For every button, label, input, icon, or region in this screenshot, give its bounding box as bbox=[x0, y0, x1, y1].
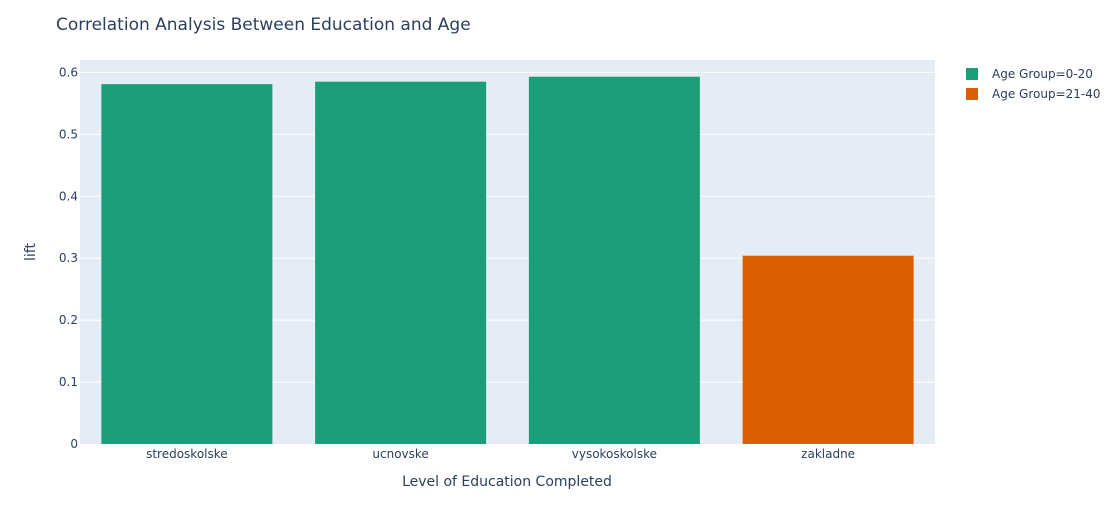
y-axis-title: lift bbox=[23, 243, 39, 261]
y-tick-label: 0.5 bbox=[59, 127, 78, 141]
y-tick-label: 0.3 bbox=[59, 251, 78, 265]
legend-entry[interactable]: Age Group=0-20 bbox=[992, 67, 1093, 81]
y-tick-label: 0.6 bbox=[59, 65, 78, 79]
x-tick-label: ucnovske bbox=[372, 447, 428, 461]
y-tick-label: 0.2 bbox=[59, 313, 78, 327]
legend-swatch[interactable] bbox=[966, 68, 978, 80]
bar-vysokoskolske[interactable] bbox=[528, 76, 700, 444]
x-axis-ticks: stredoskolske ucnovske vysokoskolske zaklad… bbox=[146, 447, 855, 461]
y-tick-label: 0.1 bbox=[59, 375, 78, 389]
bar-zakladne[interactable] bbox=[742, 255, 914, 444]
legend[interactable]: Age Group=0-20 Age Group=21-40 bbox=[966, 67, 1100, 101]
legend-swatch[interactable] bbox=[966, 88, 978, 100]
bar-stredoskolske[interactable] bbox=[101, 84, 273, 444]
x-tick-label: zakladne bbox=[801, 447, 855, 461]
legend-entry[interactable]: Age Group=21-40 bbox=[992, 87, 1100, 101]
bar-ucnovske[interactable] bbox=[315, 81, 487, 444]
chart-title: Correlation Analysis Between Education a… bbox=[56, 15, 471, 35]
y-axis-ticks: 0 0.1 0.2 0.3 0.4 0.5 0.6 bbox=[59, 65, 78, 451]
x-axis-title: Level of Education Completed bbox=[402, 474, 612, 490]
bars bbox=[101, 76, 914, 444]
y-tick-label: 0 bbox=[70, 437, 78, 451]
x-tick-label: vysokoskolske bbox=[572, 447, 657, 461]
x-tick-label: stredoskolske bbox=[146, 447, 228, 461]
y-tick-label: 0.4 bbox=[59, 189, 78, 203]
